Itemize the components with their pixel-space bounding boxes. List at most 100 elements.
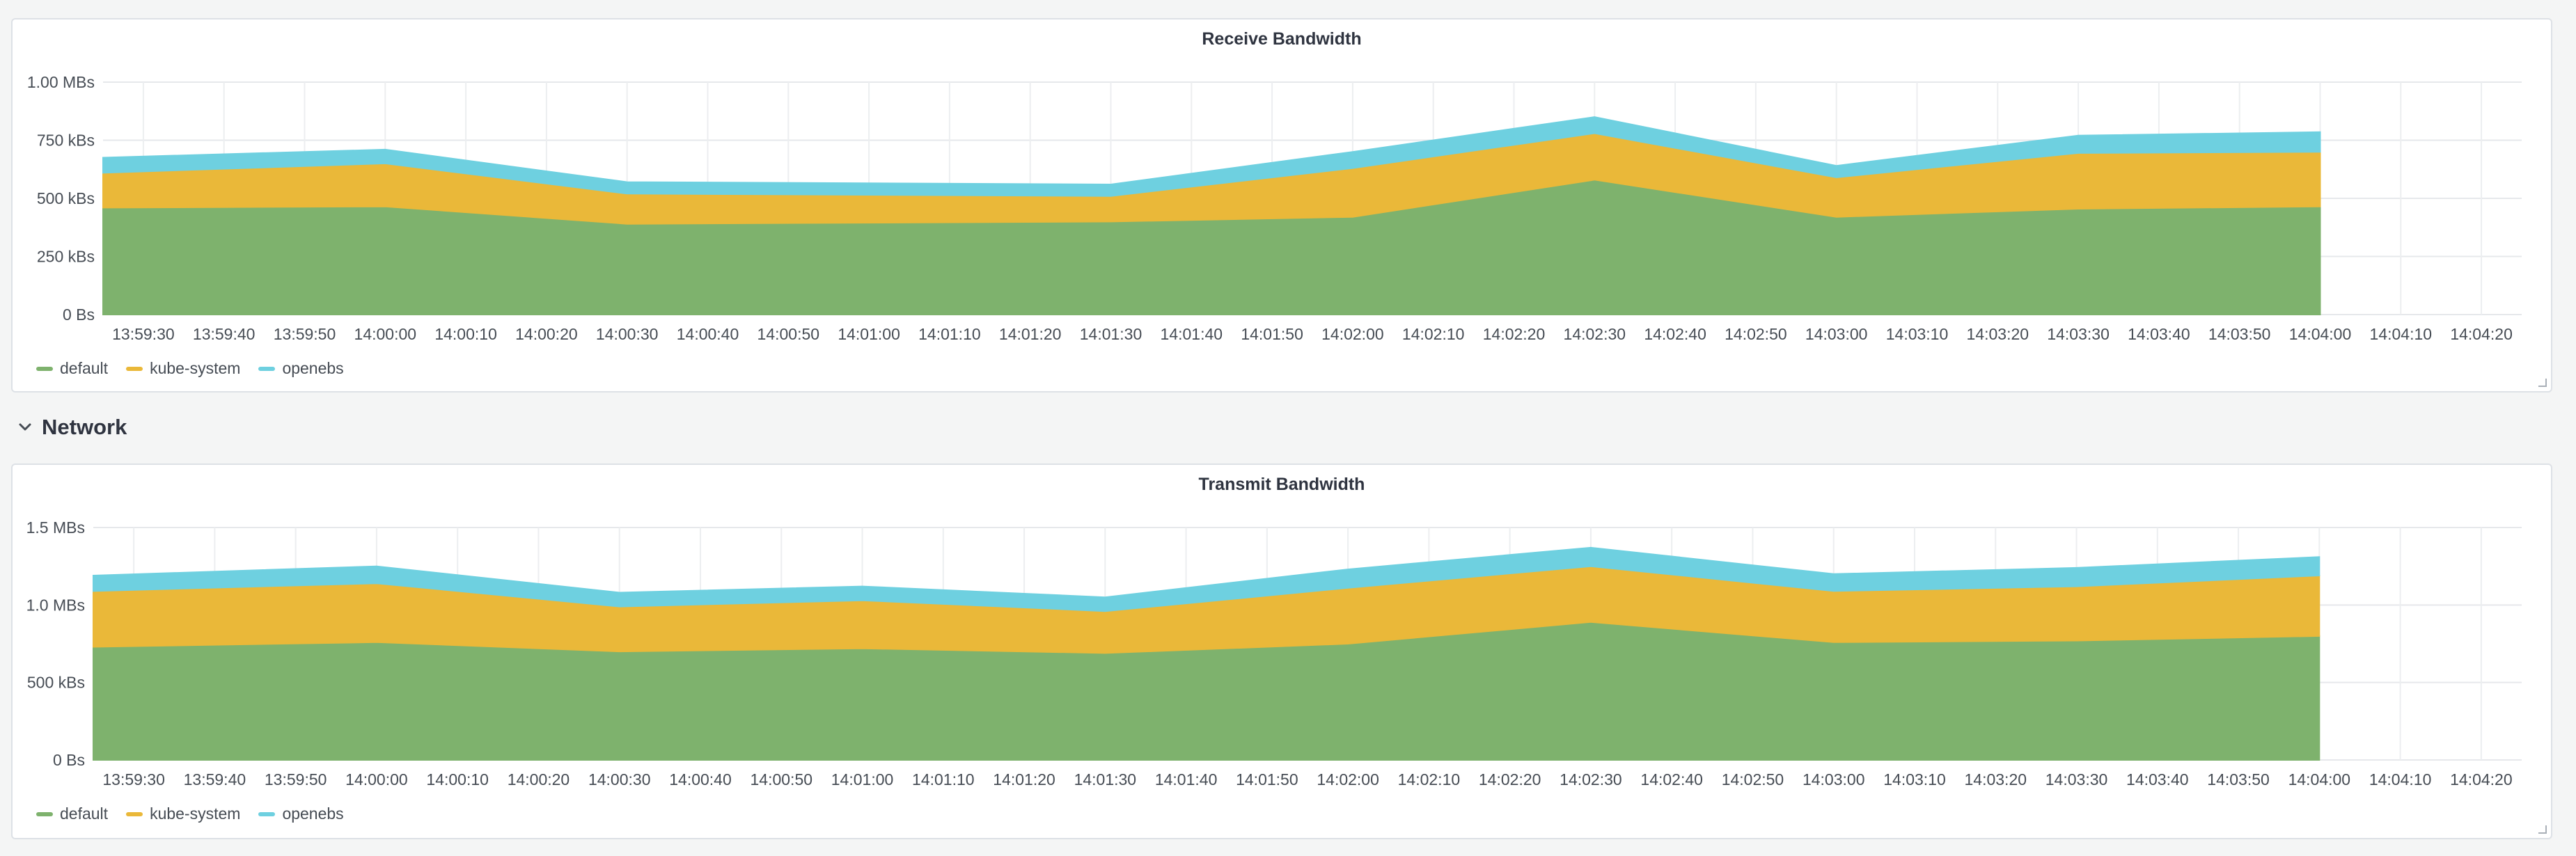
y-tick-label: 750 kBs [37, 132, 95, 150]
x-tick-label: 14:03:40 [2128, 325, 2190, 343]
x-tick-label: 13:59:50 [265, 770, 327, 788]
x-tick-label: 14:04:20 [2450, 325, 2513, 343]
legend-item-kube-system[interactable]: kube-system [126, 805, 240, 823]
x-tick-label: 14:03:30 [2047, 325, 2110, 343]
legend-item-kube-system[interactable]: kube-system [126, 359, 240, 378]
x-tick-label: 14:01:00 [838, 325, 900, 343]
x-tick-label: 14:04:00 [2288, 770, 2351, 788]
legend-swatch [36, 366, 53, 371]
x-tick-label: 14:04:00 [2289, 325, 2352, 343]
transmit-bandwidth-panel[interactable]: Transmit Bandwidth 0 Bs 500 kBs 1.0 MBs 1.5… [11, 463, 2552, 839]
x-tick-label: 14:00:20 [515, 325, 578, 343]
series-area-openebs[interactable] [93, 546, 2320, 612]
x-tick-label: 14:01:00 [831, 770, 894, 788]
x-tick-label: 14:04:10 [2370, 325, 2433, 343]
x-tick-label: 14:00:40 [677, 325, 739, 343]
legend-item-openebs[interactable]: openebs [258, 805, 344, 823]
x-tick-label: 14:00:00 [354, 325, 417, 343]
x-tick-label: 14:03:50 [2207, 770, 2270, 788]
x-tick-label: 14:00:30 [588, 770, 651, 788]
legend-label[interactable]: openebs [282, 805, 344, 823]
x-tick-label: 14:03:40 [2126, 770, 2189, 788]
transmit-bandwidth-chart[interactable]: 0 Bs 500 kBs 1.0 MBs 1.5 MBs 13:59:30 13:59:4… [13, 465, 2551, 838]
x-tick-label: 14:02:10 [1402, 325, 1465, 343]
x-tick-label: 13:59:40 [193, 325, 256, 343]
legend-label[interactable]: kube-system [150, 805, 241, 823]
x-tick-label: 14:03:10 [1883, 770, 1946, 788]
x-tick-label: 14:02:40 [1644, 325, 1706, 343]
x-tick-label: 14:03:20 [1967, 325, 2029, 343]
legend-label[interactable]: default [60, 805, 109, 823]
x-tick-label: 14:01:10 [918, 325, 981, 343]
x-tick-label: 14:02:50 [1722, 770, 1784, 788]
x-tick-label: 14:03:20 [1965, 770, 2027, 788]
legend-swatch [36, 811, 53, 816]
x-tick-label: 14:02:00 [1321, 325, 1384, 343]
y-tick-label: 500 kBs [37, 189, 95, 207]
y-tick-label: 0 Bs [63, 306, 95, 324]
row-title[interactable]: Network [42, 415, 127, 439]
x-tick-label: 14:01:10 [912, 770, 975, 788]
x-tick-label: 14:00:00 [345, 770, 408, 788]
legend-item-default[interactable]: default [36, 805, 108, 823]
x-tick-label: 14:02:20 [1479, 770, 1541, 788]
x-tick-label: 14:01:20 [993, 770, 1055, 788]
x-tick-label: 14:00:10 [434, 325, 497, 343]
chart-legend: default kube-system openebs [36, 805, 344, 823]
y-tick-label: 1.00 MBs [27, 73, 95, 91]
legend-swatch [258, 811, 276, 816]
x-tick-label: 14:04:10 [2369, 770, 2432, 788]
x-tick-label: 14:01:50 [1236, 770, 1298, 788]
x-tick-label: 14:03:50 [2208, 325, 2271, 343]
y-tick-label: 0 Bs [53, 751, 85, 769]
x-tick-label: 14:02:10 [1398, 770, 1461, 788]
y-tick-label: 1.5 MBs [26, 518, 85, 537]
x-tick-label: 13:59:50 [274, 325, 336, 343]
chevron-down-icon[interactable] [18, 422, 32, 432]
x-tick-label: 14:02:30 [1560, 770, 1622, 788]
resize-handle-icon[interactable] [2538, 379, 2547, 387]
legend-item-openebs[interactable]: openebs [258, 359, 344, 378]
x-tick-label: 14:00:20 [508, 770, 570, 788]
x-tick-label: 14:03:30 [2045, 770, 2108, 788]
panel-title[interactable]: Receive Bandwidth [1202, 29, 1362, 49]
x-tick-label: 13:59:30 [102, 770, 165, 788]
x-tick-label: 14:00:50 [757, 325, 820, 343]
x-tick-label: 14:01:40 [1161, 325, 1223, 343]
x-tick-label: 14:02:00 [1317, 770, 1379, 788]
x-tick-label: 14:01:20 [999, 325, 1062, 343]
x-tick-label: 14:00:50 [751, 770, 813, 788]
x-tick-label: 14:03:00 [1805, 325, 1868, 343]
x-tick-label: 14:01:50 [1241, 325, 1303, 343]
legend-label[interactable]: openebs [282, 359, 344, 377]
chart-legend: default kube-system openebs [36, 359, 344, 378]
x-tick-label: 14:03:10 [1886, 325, 1949, 343]
y-tick-label: 250 kBs [37, 248, 95, 266]
y-tick-label: 500 kBs [27, 674, 85, 692]
x-tick-label: 14:00:10 [426, 770, 489, 788]
y-tick-label: 1.0 MBs [26, 596, 85, 614]
x-tick-label: 14:01:30 [1074, 770, 1137, 788]
receive-bandwidth-chart[interactable]: 0 Bs 250 kBs 500 kBs 750 kBs 1.00 MBs 13:59:3… [13, 19, 2551, 391]
legend-item-default[interactable]: default [36, 359, 108, 378]
resize-handle-icon[interactable] [2538, 825, 2547, 834]
legend-swatch [258, 366, 276, 371]
x-tick-label: 14:00:40 [669, 770, 732, 788]
x-tick-label: 13:59:30 [112, 325, 175, 343]
x-tick-label: 14:02:30 [1564, 325, 1626, 343]
series-area-openebs[interactable] [102, 116, 2321, 197]
legend-swatch [126, 811, 143, 816]
panel-title[interactable]: Transmit Bandwidth [1198, 475, 1365, 494]
x-tick-label: 14:00:30 [596, 325, 659, 343]
x-tick-label: 14:04:20 [2450, 770, 2513, 788]
x-tick-label: 14:02:50 [1725, 325, 1787, 343]
legend-label[interactable]: kube-system [150, 359, 241, 377]
x-tick-label: 14:02:20 [1483, 325, 1546, 343]
receive-bandwidth-panel[interactable]: Receive Bandwidth 0 Bs 250 kBs 500 kBs 750 … [11, 18, 2552, 393]
legend-swatch [126, 366, 143, 371]
x-tick-label: 14:01:30 [1080, 325, 1142, 343]
row-header-network[interactable]: Network [18, 413, 127, 441]
x-tick-label: 14:02:40 [1640, 770, 1703, 788]
x-tick-label: 14:03:00 [1803, 770, 1865, 788]
legend-label[interactable]: default [60, 359, 109, 377]
